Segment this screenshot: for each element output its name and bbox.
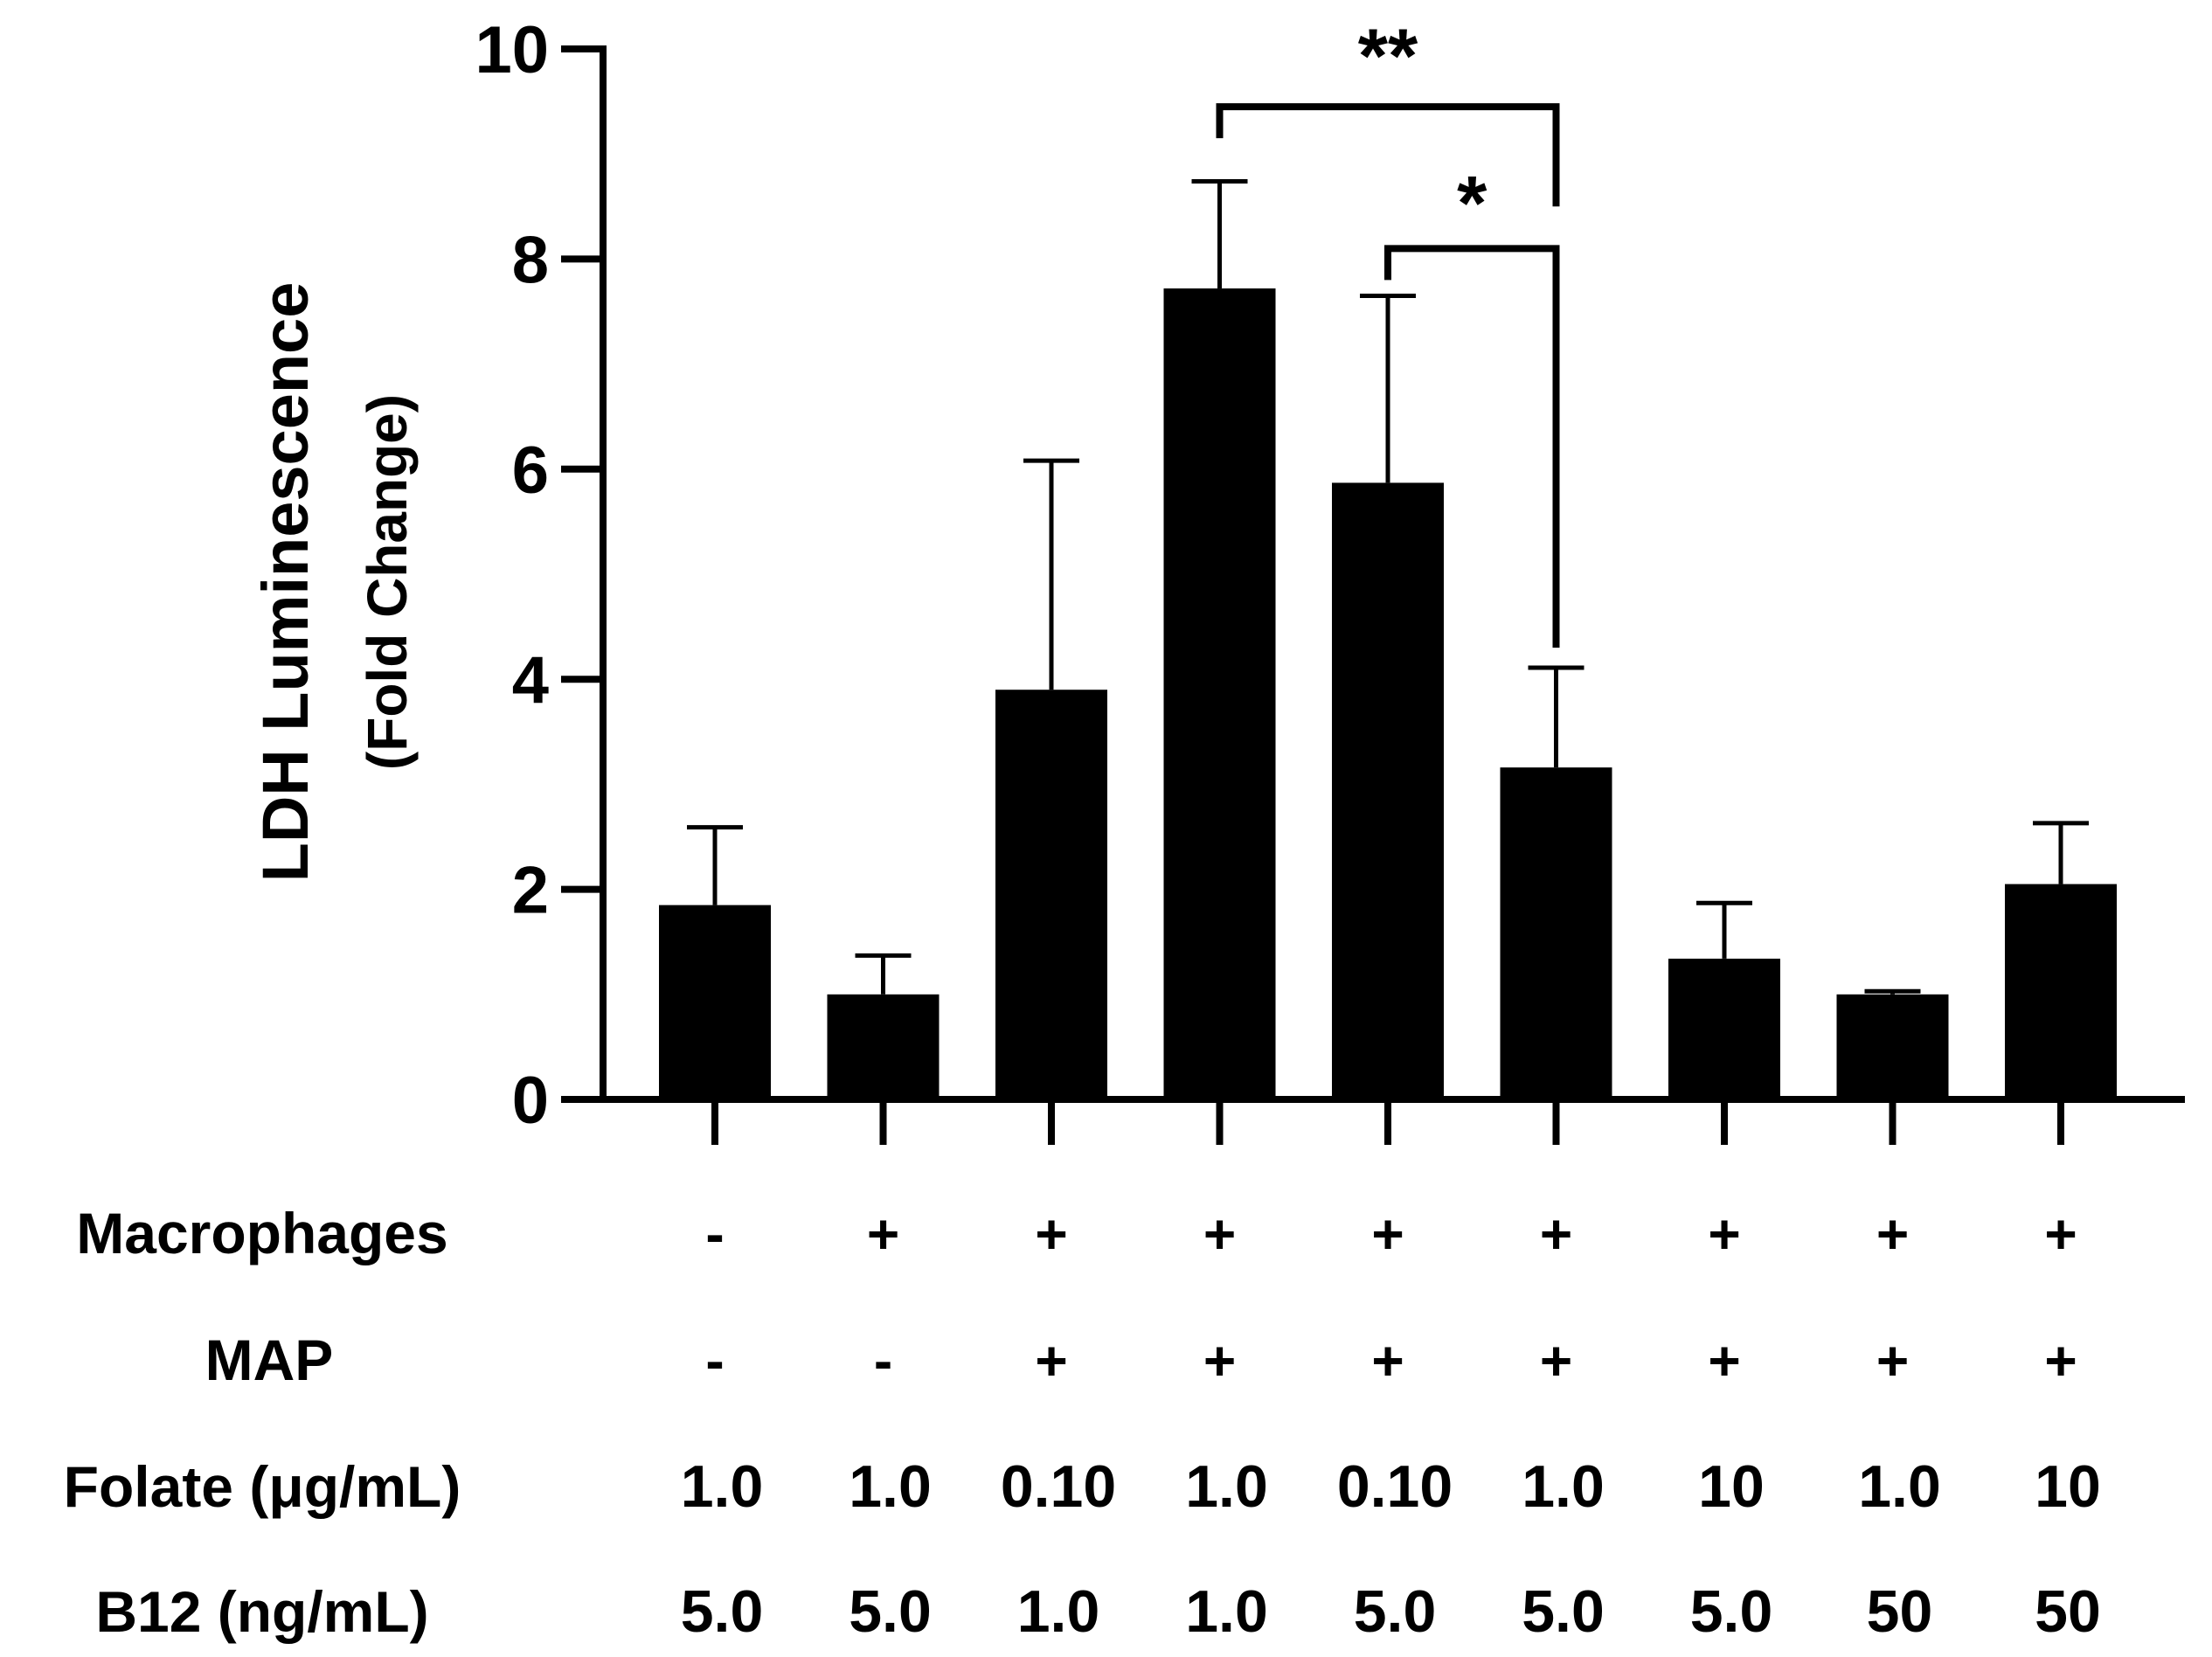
y-ticks: 0 2 4 6 8 10 [475, 13, 603, 1138]
condition-value: + [1035, 1203, 1067, 1265]
y-tick-label: 6 [512, 433, 549, 508]
condition-value: 5.0 [849, 1578, 932, 1645]
condition-row-label: MAP [205, 1328, 334, 1392]
bracket-line [1384, 245, 1560, 648]
condition-value: 1.0 [681, 1453, 764, 1520]
condition-row-label: Folate (μg/mL) [64, 1454, 461, 1519]
condition-value: 10 [1698, 1453, 1765, 1520]
error-bar-1 [687, 825, 743, 905]
condition-value: + [2044, 1203, 2077, 1265]
y-axis-label: LDH Luminescence [249, 282, 322, 883]
y-tick-label: 0 [512, 1064, 549, 1138]
condition-value: - [874, 1329, 892, 1392]
condition-value: 0.10 [1337, 1453, 1453, 1520]
condition-value: + [1203, 1203, 1236, 1265]
condition-value: 0.10 [1001, 1453, 1116, 1520]
error-bar-9 [2033, 821, 2089, 884]
condition-value: - [705, 1203, 724, 1265]
axes [600, 45, 2185, 1103]
y-tick-label: 10 [475, 13, 549, 87]
condition-value: 5.0 [681, 1578, 764, 1645]
condition-value: + [1876, 1203, 1909, 1265]
y-tick-label: 4 [512, 643, 549, 718]
significance-brackets: *** [1216, 12, 1560, 648]
error-bar-7 [1696, 900, 1752, 959]
bar-5 [1332, 482, 1444, 1099]
condition-value: 1.0 [1185, 1453, 1268, 1520]
condition-value: + [1371, 1203, 1404, 1265]
error-bar-6 [1528, 665, 1584, 768]
condition-value: 50 [2035, 1578, 2101, 1645]
condition-row-2: MAP - - + + + + + + + [205, 1328, 2077, 1392]
significance-bracket-2: * [1384, 159, 1560, 648]
bar-6 [1500, 767, 1612, 1099]
error-bar-3 [1023, 458, 1079, 690]
bar-8 [1836, 994, 1949, 1099]
significance-label: ** [1358, 12, 1418, 99]
bar-9 [2005, 884, 2117, 1099]
y-tick-label: 2 [512, 854, 549, 928]
condition-value: + [1708, 1329, 1740, 1392]
condition-value: 5.0 [1522, 1578, 1605, 1645]
condition-row-4: B12 (ng/mL) 5.0 5.0 1.0 1.0 5.0 5.0 5.0 50 50 [95, 1578, 2100, 1645]
condition-value: + [867, 1203, 899, 1265]
condition-value: 50 [1867, 1578, 1933, 1645]
condition-value: 5.0 [1690, 1578, 1773, 1645]
condition-value: + [2044, 1329, 2077, 1392]
condition-value: + [1540, 1329, 1572, 1392]
condition-value: 1.0 [1017, 1578, 1100, 1645]
condition-value: + [1540, 1203, 1572, 1265]
significance-label: * [1457, 159, 1487, 246]
condition-value: + [1876, 1329, 1909, 1392]
condition-value: 1.0 [1858, 1453, 1941, 1520]
error-bar-8 [1864, 988, 1921, 995]
condition-value: - [705, 1329, 724, 1392]
condition-value: 10 [2035, 1453, 2101, 1520]
error-bar-4 [1191, 178, 1248, 289]
bracket-line [1216, 103, 1560, 207]
bars [659, 288, 2117, 1099]
y-tick-label: 8 [512, 223, 549, 297]
error-bars [687, 178, 2089, 995]
condition-value: + [1371, 1329, 1404, 1392]
condition-row-3: Folate (μg/mL) 1.0 1.0 0.10 1.0 0.10 1.0 10 1.0 1… [64, 1453, 2101, 1520]
bar-7 [1668, 958, 1780, 1099]
condition-value: 1.0 [1185, 1578, 1268, 1645]
error-bar-2 [855, 953, 912, 995]
condition-row-label: Macrophages [76, 1201, 447, 1265]
bar-2 [827, 994, 940, 1099]
condition-table: Macrophages - + + + + + + + + MAP - - + + + + + + + Folate (… [64, 1201, 2101, 1645]
condition-row-1: Macrophages - + + + + + + + + [76, 1201, 2077, 1265]
bar-3 [995, 690, 1107, 1099]
condition-value: 5.0 [1354, 1578, 1437, 1645]
condition-value: 1.0 [849, 1453, 932, 1520]
condition-value: 1.0 [1522, 1453, 1605, 1520]
condition-row-label: B12 (ng/mL) [95, 1579, 428, 1644]
error-bar-5 [1360, 293, 1416, 483]
condition-value: + [1708, 1203, 1740, 1265]
bar-1 [659, 905, 771, 1099]
y-axis-title: LDH Luminescence (Fold Change) [249, 282, 419, 883]
bar-4 [1163, 288, 1276, 1099]
significance-bracket-1: ** [1216, 12, 1560, 207]
x-ticks [711, 1099, 2064, 1145]
condition-value: + [1203, 1329, 1236, 1392]
condition-value: + [1035, 1329, 1067, 1392]
y-axis-sublabel: (Fold Change) [356, 394, 419, 770]
